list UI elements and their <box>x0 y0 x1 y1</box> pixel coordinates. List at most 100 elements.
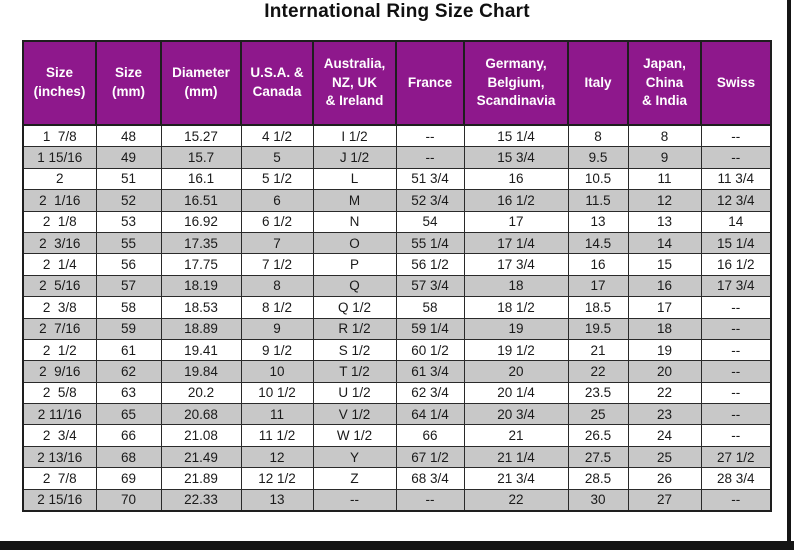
table-cell: S 1/2 <box>312 338 397 362</box>
table-cell: 2 1/8 <box>22 210 97 233</box>
table-cell: 68 <box>95 445 162 469</box>
table-cell: Q 1/2 <box>312 296 397 319</box>
table-row: 2 7/8 69 21.89 12 1/2 Z 68 3/4 21 3/4 28.5 26 28 … <box>22 467 772 490</box>
table-cell: 19.5 <box>567 317 629 340</box>
table-cell: 61 3/4 <box>395 360 465 383</box>
table-cell: 18 <box>463 274 569 298</box>
table-cell: 57 3/4 <box>395 274 465 298</box>
table-cell: 8 <box>627 124 702 148</box>
table-cell: Q <box>312 274 397 298</box>
table-cell: V 1/2 <box>312 403 397 426</box>
table-cell: -- <box>700 146 772 169</box>
table-cell: 6 1/2 <box>240 210 314 233</box>
table-cell: 2 13/16 <box>22 445 97 469</box>
table-cell: 23 <box>627 403 702 426</box>
column-header: Size (inches) <box>22 40 97 126</box>
table-cell: 11 1/2 <box>240 424 314 447</box>
table-cell: 8 1/2 <box>240 296 314 319</box>
table-cell: 2 1/16 <box>22 189 97 212</box>
table-cell: 53 <box>95 210 162 233</box>
table-cell: 2 3/16 <box>22 231 97 255</box>
table-cell: 2 1/2 <box>22 338 97 362</box>
scan-edge-bottom-bar <box>0 541 794 550</box>
table-cell: -- <box>312 488 397 512</box>
table-row: 2 3/16 55 17.35 7 O 55 1/4 17 1/4 14.5 14 15 1/4 <box>22 231 772 255</box>
table-cell: 26.5 <box>567 424 629 447</box>
table-cell: 51 <box>95 167 162 191</box>
table-cell: 52 3/4 <box>395 189 465 212</box>
table-cell: 55 1/4 <box>395 231 465 255</box>
table-cell: 16.92 <box>160 210 242 233</box>
table-cell: 5 <box>240 146 314 169</box>
table-cell: 17.75 <box>160 253 242 276</box>
table-cell: 68 3/4 <box>395 467 465 490</box>
table-cell: R 1/2 <box>312 317 397 340</box>
table-cell: 21 1/4 <box>463 445 569 469</box>
table-cell: 20 <box>463 360 569 383</box>
table-cell: 6 <box>240 189 314 212</box>
table-cell: 16 1/2 <box>700 253 772 276</box>
table-cell: 7 <box>240 231 314 255</box>
table-cell: 59 1/4 <box>395 317 465 340</box>
table-cell: 64 1/4 <box>395 403 465 426</box>
table-cell: 55 <box>95 231 162 255</box>
table-row: 2 9/16 62 19.84 10 T 1/2 61 3/4 20 22 20 -- <box>22 360 772 383</box>
table-cell: 20 1/4 <box>463 381 569 405</box>
table-cell: 4 1/2 <box>240 124 314 148</box>
table-cell: -- <box>700 296 772 319</box>
table-cell: P <box>312 253 397 276</box>
table-cell: W 1/2 <box>312 424 397 447</box>
scan-edge-vertical-line <box>787 0 791 550</box>
table-cell: 49 <box>95 146 162 169</box>
table-cell: 2 3/4 <box>22 424 97 447</box>
table-cell: 21 <box>567 338 629 362</box>
table-row: 2 11/16 65 20.68 11 V 1/2 64 1/4 20 3/4 25 23 -- <box>22 403 772 426</box>
table-cell: N <box>312 210 397 233</box>
table-cell: 57 <box>95 274 162 298</box>
ring-size-table: Size (inches) Size (mm) Diameter (mm) U.S.A… <box>22 40 772 513</box>
table-cell: M <box>312 189 397 212</box>
table-cell: 8 <box>240 274 314 298</box>
table-cell: 2 5/16 <box>22 274 97 298</box>
table-cell: 14 <box>627 231 702 255</box>
table-cell: 16 <box>627 274 702 298</box>
table-cell: 25 <box>567 403 629 426</box>
table-cell: 13 <box>627 210 702 233</box>
table-cell: 19 <box>463 317 569 340</box>
table-cell: 51 3/4 <box>395 167 465 191</box>
table-cell: 11 <box>627 167 702 191</box>
table-cell: 21.08 <box>160 424 242 447</box>
table-cell: J 1/2 <box>312 146 397 169</box>
table-row: 2 5/8 63 20.2 10 1/2 U 1/2 62 3/4 20 1/4 23.5 22… <box>22 381 772 405</box>
table-cell: 16 <box>463 167 569 191</box>
table-cell: 20 <box>627 360 702 383</box>
table-cell: 9 <box>240 317 314 340</box>
table-cell: -- <box>700 424 772 447</box>
table-cell: -- <box>700 488 772 512</box>
table-cell: O <box>312 231 397 255</box>
table-cell: 18.19 <box>160 274 242 298</box>
table-cell: L <box>312 167 397 191</box>
table-cell: 18 <box>627 317 702 340</box>
table-cell: 11 3/4 <box>700 167 772 191</box>
table-cell: 11.5 <box>567 189 629 212</box>
table-cell: U 1/2 <box>312 381 397 405</box>
table-cell: 52 <box>95 189 162 212</box>
table-cell: 19 1/2 <box>463 338 569 362</box>
table-cell: 62 <box>95 360 162 383</box>
table-cell: 25 <box>627 445 702 469</box>
table-cell: -- <box>700 360 772 383</box>
table-cell: 54 <box>395 210 465 233</box>
column-header: Japan, China & India <box>627 40 702 126</box>
table-cell: 15 1/4 <box>700 231 772 255</box>
table-cell: 22 <box>567 360 629 383</box>
table-cell: 28.5 <box>567 467 629 490</box>
table-cell: 16 1/2 <box>463 189 569 212</box>
table-cell: 19.84 <box>160 360 242 383</box>
table-cell: -- <box>700 317 772 340</box>
table-cell: 18.89 <box>160 317 242 340</box>
table-row: 2 51 16.1 5 1/2 L 51 3/4 16 10.5 11 11 3/4 <box>22 167 772 191</box>
table-cell: 22 <box>463 488 569 512</box>
table-cell: 70 <box>95 488 162 512</box>
